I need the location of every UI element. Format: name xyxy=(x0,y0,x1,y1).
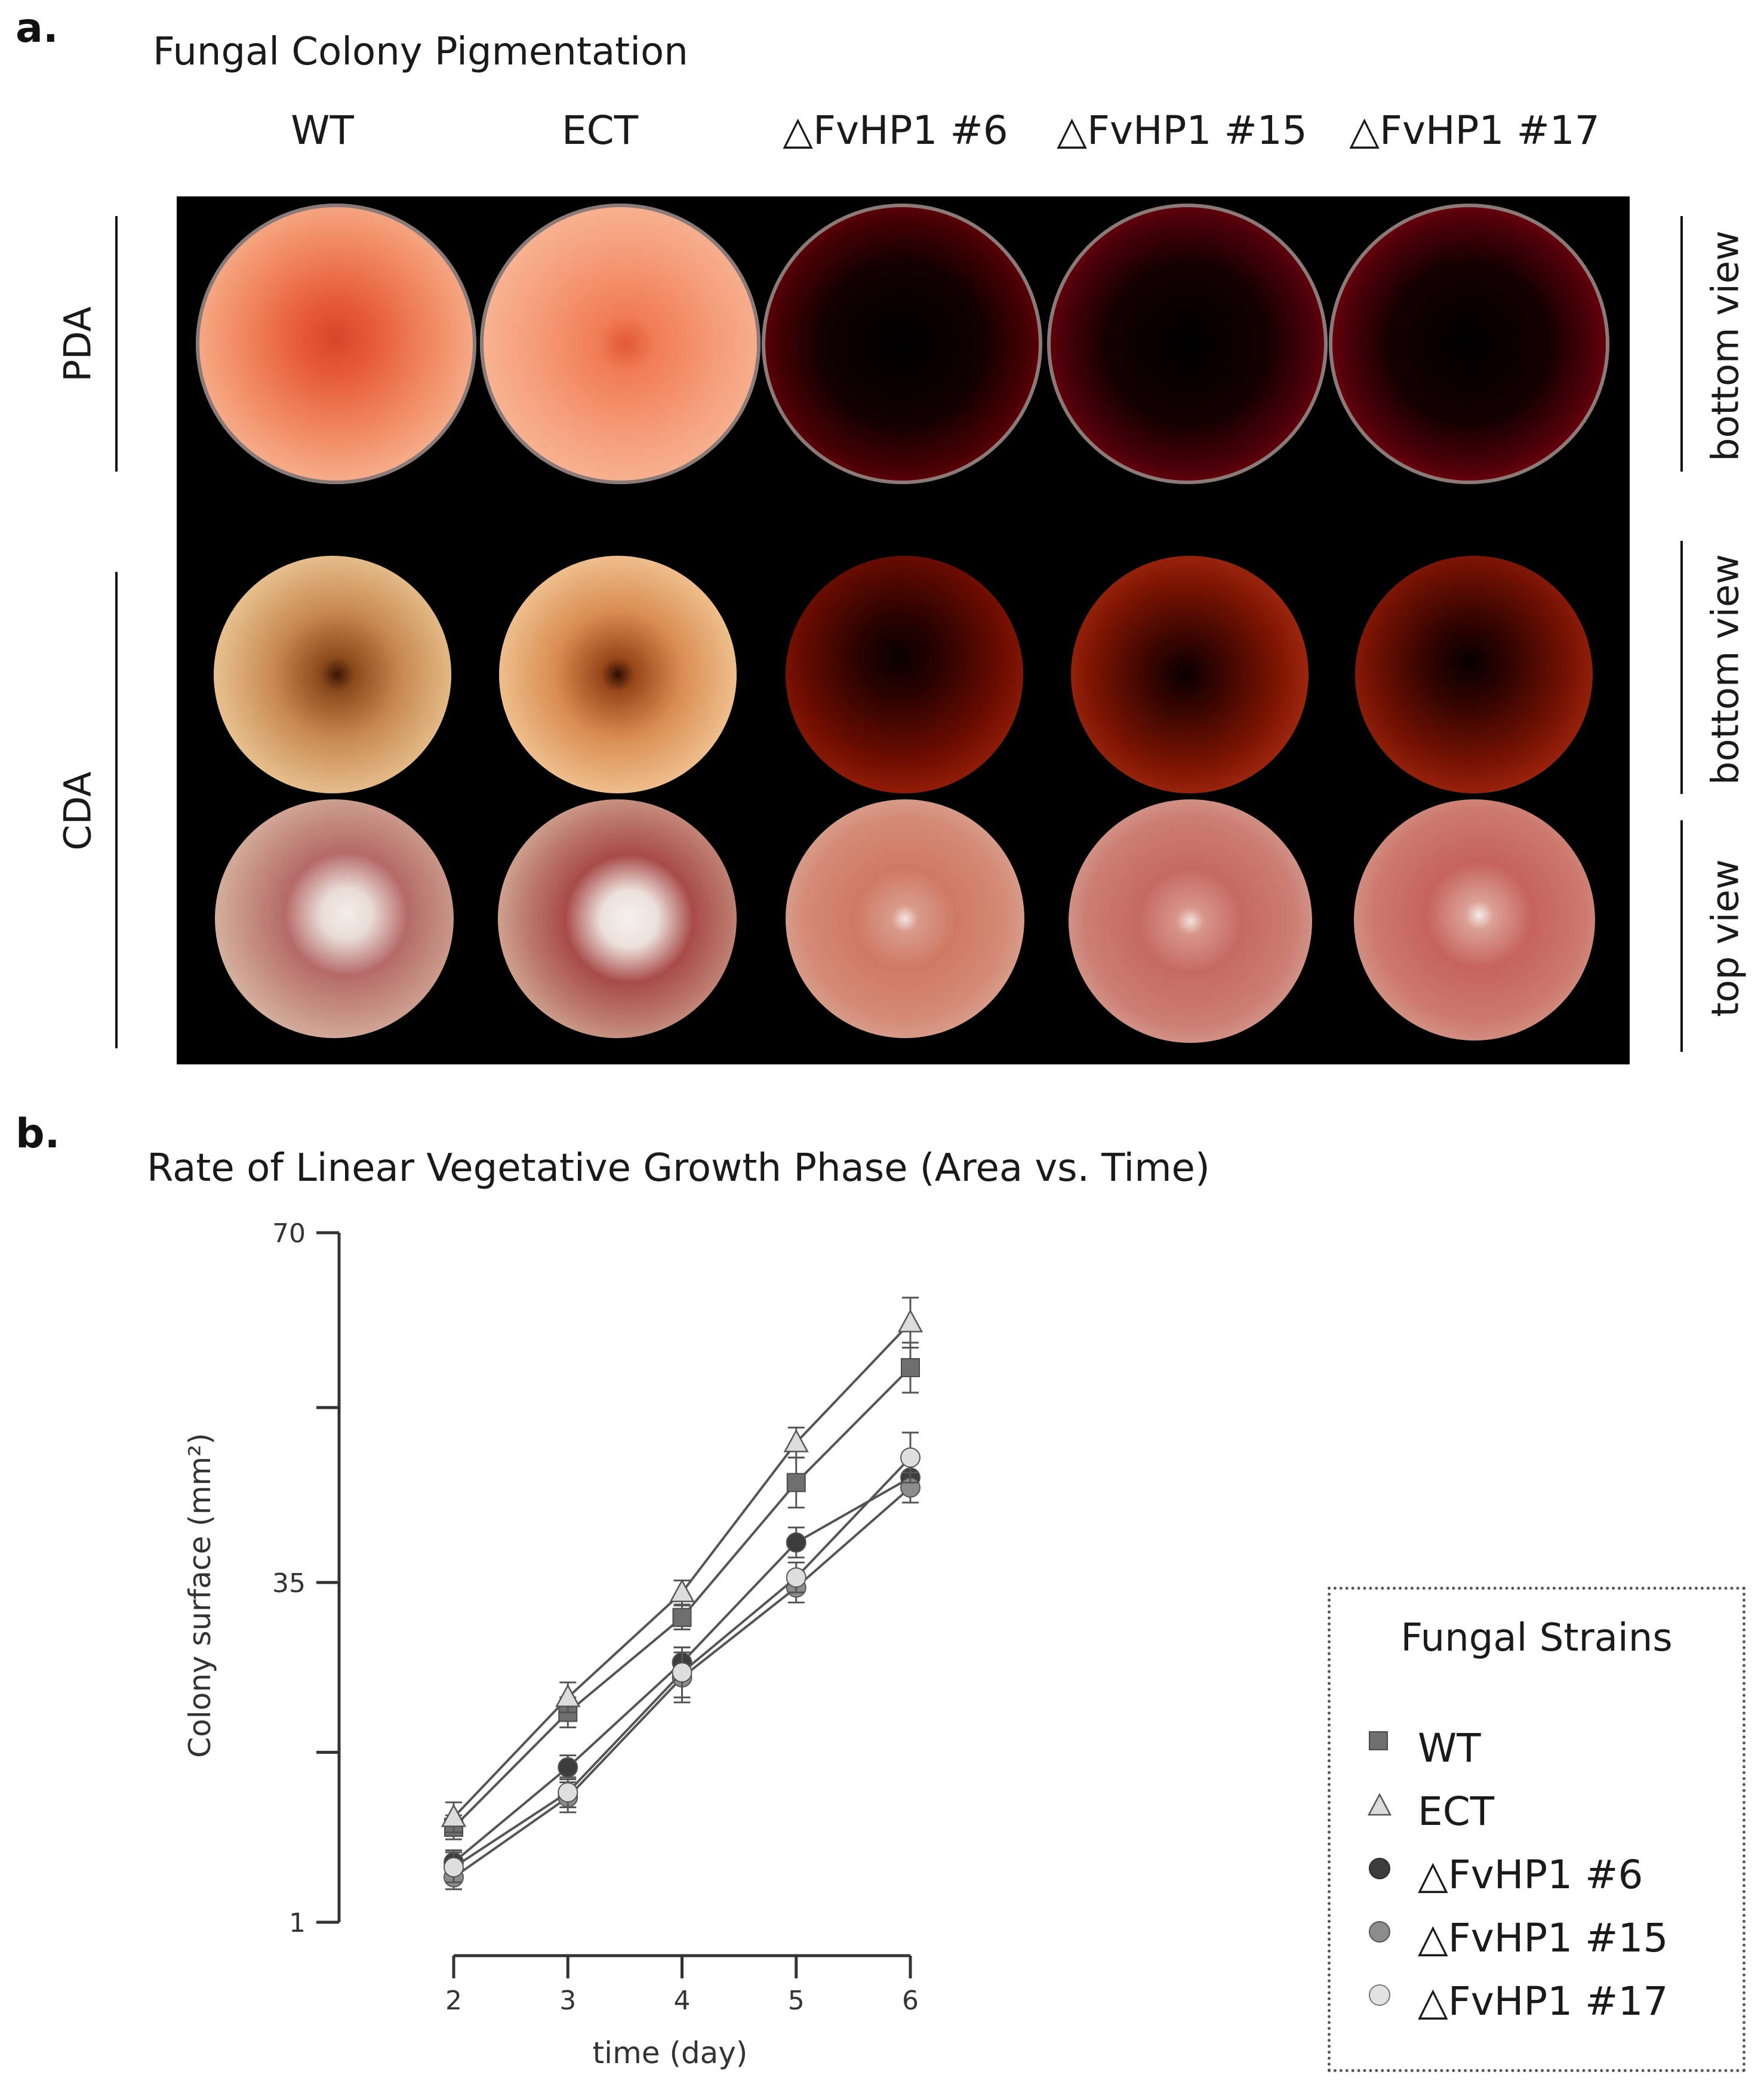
row-label-pda: PDA xyxy=(56,306,100,382)
plate-cda-bottom-fvhp1-6 xyxy=(786,556,1023,793)
x-tick-label: 6 xyxy=(902,1986,919,2016)
plate-cda-bottom-ect xyxy=(499,556,737,793)
data-point xyxy=(672,1608,692,1627)
plate-cda-top-fvhp1-15 xyxy=(1069,799,1312,1043)
legend-title: Fungal Strains xyxy=(1400,1616,1673,1660)
view-label-cda-top: top view xyxy=(1703,859,1747,1017)
series-4 xyxy=(444,1432,921,1883)
colony-photo-panel xyxy=(177,196,1630,1064)
data-point xyxy=(558,1757,578,1778)
plate-pda-fvhp1-17 xyxy=(1329,204,1609,484)
plate-pda-fvhp1-6 xyxy=(762,204,1042,484)
plate-cda-top-fvhp1-6 xyxy=(786,799,1024,1038)
view-label-pda-bottom: bottom view xyxy=(1703,230,1747,461)
plate-pda-fvhp1-15 xyxy=(1047,204,1328,484)
legend-label-wt: WT xyxy=(1418,1725,1481,1771)
pda-bracket-line xyxy=(115,216,118,472)
data-point xyxy=(786,1473,806,1492)
view-bracket-line-1 xyxy=(1680,216,1683,472)
circle-marker-icon xyxy=(1369,1921,1390,1943)
panel-a-title: Fungal Colony Pigmentation xyxy=(153,30,688,74)
legend-label-ect: ECT xyxy=(1418,1789,1495,1834)
plate-pda-ect xyxy=(480,204,761,484)
data-point xyxy=(669,1578,695,1602)
x-tick-label: 5 xyxy=(788,1986,805,2016)
plate-cda-top-ect xyxy=(498,799,737,1038)
legend-label-fvhp1-15: △FvHP1 #15 xyxy=(1418,1915,1668,1961)
data-point xyxy=(444,1857,464,1877)
x-axis-label: time (day) xyxy=(593,2036,748,2070)
y-tick-label: 1 xyxy=(289,1908,306,1938)
plate-cda-bottom-fvhp1-15 xyxy=(1071,556,1309,793)
column-label-fvhp1-6: △FvHP1 #6 xyxy=(783,107,1008,153)
column-label-wt: WT xyxy=(291,107,354,153)
legend: Fungal Strains WT ECT △FvHP1 #6 △FvHP1 #… xyxy=(1328,1587,1745,2072)
data-point xyxy=(900,1447,921,1468)
data-point xyxy=(786,1532,806,1553)
plate-cda-top-wt xyxy=(215,799,454,1038)
panel-a-letter: a. xyxy=(16,5,59,52)
data-point xyxy=(672,1662,692,1683)
column-label-fvhp1-17: △FvHP1 #17 xyxy=(1349,107,1600,153)
plate-pda-wt xyxy=(196,204,476,484)
data-point xyxy=(555,1683,581,1707)
data-point xyxy=(786,1567,806,1588)
data-point xyxy=(901,1358,920,1377)
row-label-cda: CDA xyxy=(56,771,100,851)
circle-marker-icon xyxy=(1369,1858,1390,1879)
x-tick-label: 3 xyxy=(559,1986,576,2016)
triangle-marker-icon xyxy=(1367,1793,1392,1816)
panel-b-title: Rate of Linear Vegetative Growth Phase (… xyxy=(147,1146,1210,1190)
y-tick-label: 35 xyxy=(272,1568,306,1599)
x-tick-label: 2 xyxy=(445,1986,462,2016)
column-label-ect: ECT xyxy=(561,107,639,153)
data-point xyxy=(558,1782,578,1803)
y-axis-label: Colony surface (mm²) xyxy=(183,1433,217,1757)
circle-marker-icon xyxy=(1369,1984,1390,2006)
x-tick-label: 4 xyxy=(674,1986,691,2016)
y-tick-label: 70 xyxy=(272,1218,306,1249)
data-point xyxy=(897,1309,923,1332)
square-marker-icon xyxy=(1369,1731,1388,1750)
plate-cda-top-fvhp1-17 xyxy=(1354,799,1595,1041)
growth-line-chart: 1 35 70 Colony surface (mm²) 2 3 4 5 6 time (day) xyxy=(183,1218,923,2070)
legend-label-fvhp1-6: △FvHP1 #6 xyxy=(1418,1852,1643,1898)
legend-label-fvhp1-17: △FvHP1 #17 xyxy=(1418,1978,1668,2024)
plate-cda-bottom-fvhp1-17 xyxy=(1355,556,1593,793)
cda-bracket-line xyxy=(115,572,118,1048)
view-label-cda-bottom: bottom view xyxy=(1703,554,1747,785)
view-bracket-line-2 xyxy=(1680,541,1683,794)
data-point xyxy=(783,1429,809,1452)
data-point xyxy=(441,1803,467,1827)
panel-b-letter: b. xyxy=(16,1110,60,1158)
series-line xyxy=(452,1322,912,1818)
plate-cda-bottom-wt xyxy=(214,556,451,793)
column-label-fvhp1-15: △FvHP1 #15 xyxy=(1057,107,1307,153)
view-bracket-line-3 xyxy=(1680,820,1683,1052)
series-1 xyxy=(441,1297,923,1833)
